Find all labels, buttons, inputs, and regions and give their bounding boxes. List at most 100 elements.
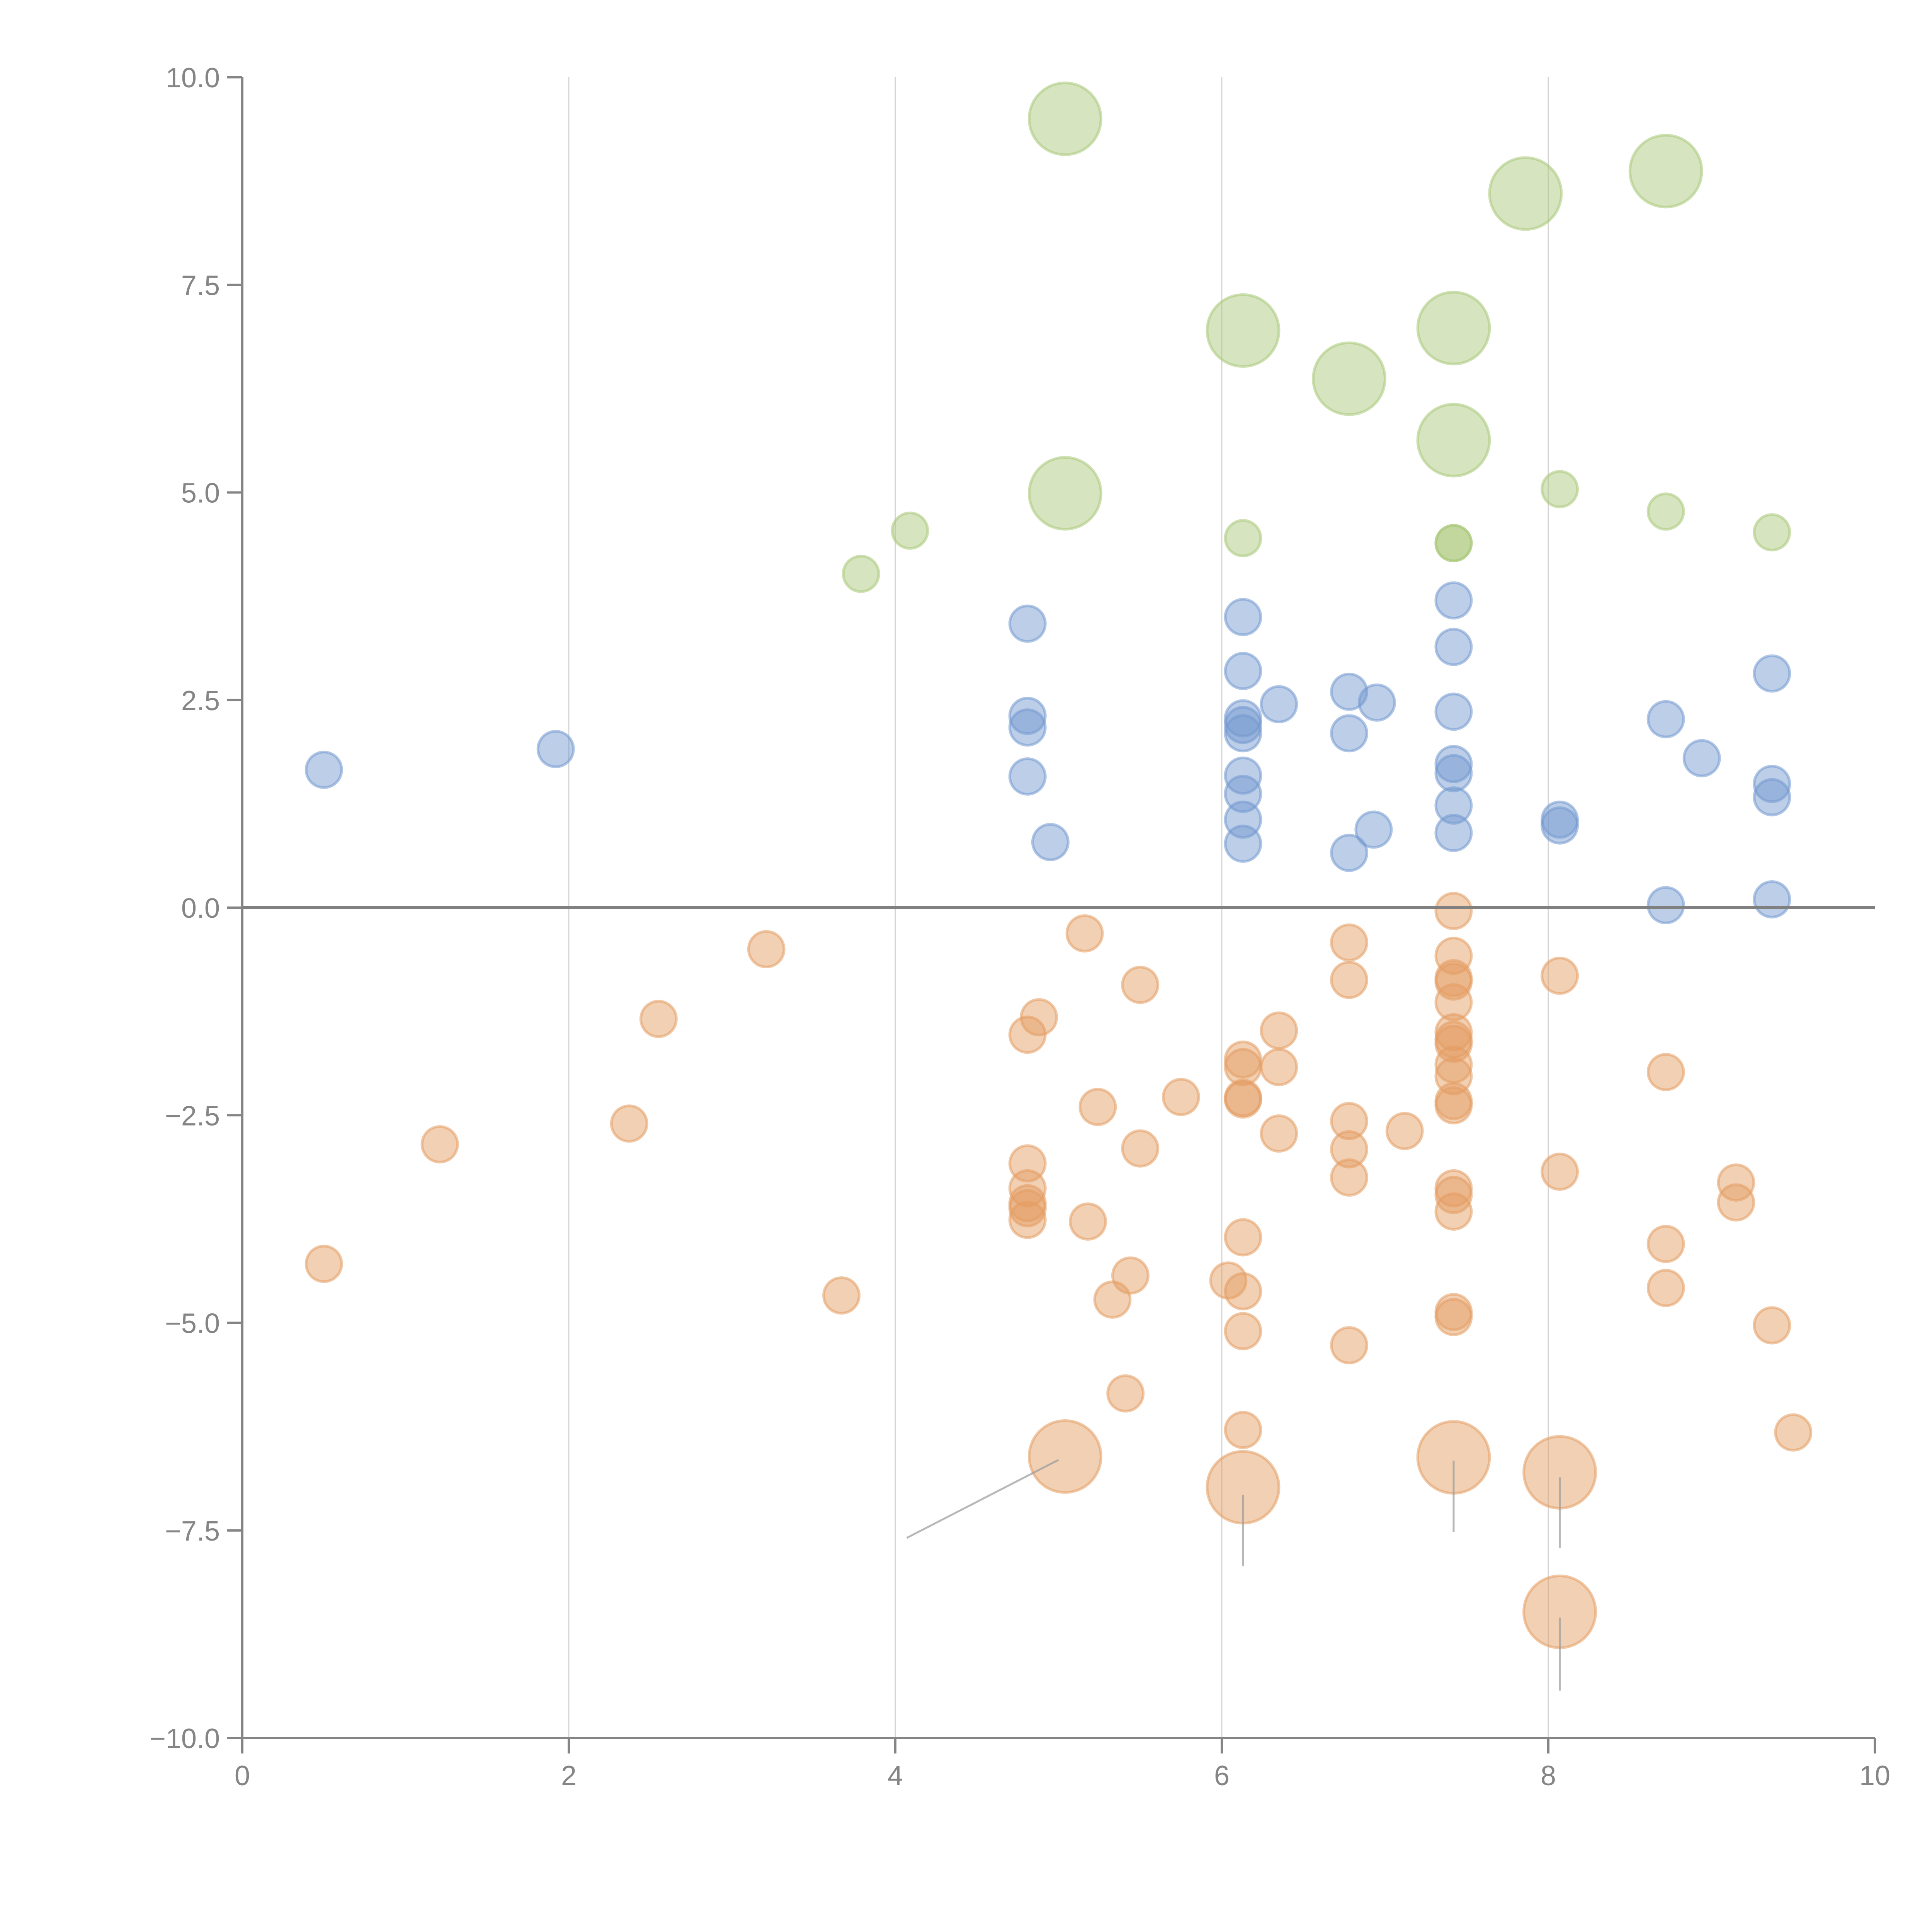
point-orange — [610, 1104, 648, 1143]
x-tick-label: 10 — [1859, 1760, 1890, 1791]
y-tick-label: −5.0 — [165, 1308, 220, 1339]
point-orange — [1330, 961, 1369, 999]
point-green — [1416, 291, 1491, 366]
point-orange — [1330, 923, 1369, 962]
point-green — [891, 511, 929, 550]
point-blue — [1434, 692, 1473, 731]
point-blue — [1357, 683, 1396, 722]
point-orange — [1224, 1312, 1262, 1350]
y-tick-label: −2.5 — [165, 1100, 220, 1131]
point-orange — [1717, 1163, 1755, 1202]
point-orange — [1434, 983, 1473, 1022]
point-orange — [639, 1000, 678, 1038]
y-tick-label: 0.0 — [181, 893, 220, 924]
point-orange — [822, 1276, 861, 1315]
point-orange — [1224, 1272, 1262, 1311]
point-blue — [1646, 886, 1685, 925]
point-orange — [1260, 1114, 1298, 1153]
point-orange — [1541, 1152, 1579, 1191]
x-tick-label: 6 — [1214, 1760, 1230, 1791]
point-orange — [1224, 1411, 1262, 1449]
point-green — [1224, 519, 1262, 558]
point-blue — [1434, 754, 1473, 793]
point-blue — [1753, 654, 1791, 693]
point-blue — [1434, 581, 1473, 620]
point-blue — [304, 750, 343, 789]
point-blue — [1434, 745, 1473, 783]
point-orange — [1106, 1374, 1145, 1413]
point-green — [1628, 134, 1703, 209]
point-blue — [1031, 823, 1070, 861]
point-orange — [1646, 1269, 1685, 1307]
point-blue — [1224, 714, 1262, 753]
point-green — [1488, 156, 1563, 231]
point-blue — [1008, 604, 1047, 643]
point-orange — [1121, 1129, 1160, 1168]
point-orange — [1260, 1048, 1298, 1087]
point-blue — [1224, 706, 1262, 744]
point-orange — [1646, 1053, 1685, 1092]
point-blue — [1008, 697, 1047, 735]
point-blue — [1434, 814, 1473, 852]
point-orange — [1078, 1088, 1117, 1126]
point-orange — [1330, 1158, 1369, 1197]
point-orange — [1434, 962, 1473, 1001]
point-blue — [1753, 765, 1791, 803]
y-tick-label: −10.0 — [150, 1723, 220, 1754]
point-blue — [1008, 708, 1047, 747]
axes — [227, 76, 1876, 1753]
point-orange — [1774, 1413, 1813, 1452]
point-orange — [1093, 1280, 1132, 1319]
point-orange — [420, 1125, 459, 1163]
point-green — [1646, 492, 1685, 531]
point-orange — [304, 1245, 343, 1283]
point-orange — [1434, 892, 1473, 930]
point-orange — [1027, 1419, 1102, 1494]
point-orange — [1434, 1024, 1473, 1063]
point-orange — [1008, 1201, 1047, 1239]
point-orange — [1717, 1183, 1755, 1222]
point-green — [1753, 513, 1791, 552]
point-blue — [1224, 652, 1262, 690]
point-blue — [1434, 786, 1473, 825]
point-green — [1416, 403, 1491, 478]
x-tick-label: 4 — [888, 1760, 903, 1791]
point-orange — [1330, 1130, 1369, 1168]
point-blue — [1224, 598, 1262, 636]
point-orange — [1121, 966, 1160, 1004]
point-blue — [1434, 628, 1473, 666]
point-blue — [1646, 700, 1685, 738]
point-orange — [1069, 1202, 1107, 1241]
point-orange — [1646, 1225, 1685, 1263]
y-tick-label: 7.5 — [181, 270, 220, 301]
point-green — [1027, 456, 1102, 531]
point-orange — [1224, 1080, 1262, 1119]
point-blue — [1354, 810, 1393, 849]
point-blue — [1682, 739, 1721, 777]
point-blue — [1260, 685, 1298, 723]
point-blue — [1008, 757, 1047, 796]
point-blue — [1753, 778, 1791, 816]
leader-line — [906, 1459, 1059, 1539]
point-orange — [1008, 1169, 1047, 1208]
point-orange — [1330, 1326, 1369, 1365]
point-orange — [1008, 1015, 1047, 1054]
x-tick-label: 2 — [561, 1760, 577, 1791]
y-tick-label: −7.5 — [165, 1516, 220, 1547]
point-green — [1206, 293, 1281, 368]
point-blue — [1224, 825, 1262, 863]
y-tick-label: 10.0 — [166, 63, 220, 94]
point-orange — [1065, 914, 1104, 953]
point-blue — [536, 730, 575, 769]
point-blue — [1330, 833, 1369, 872]
point-blue — [1330, 714, 1369, 753]
point-blue — [1753, 880, 1791, 919]
y-tick-label: 2.5 — [181, 685, 220, 716]
point-orange — [1434, 1192, 1473, 1231]
point-blue — [1541, 806, 1579, 845]
point-orange — [1260, 1011, 1298, 1050]
point-green — [1434, 524, 1473, 563]
data-points — [304, 81, 1813, 1649]
point-orange — [1434, 1298, 1473, 1336]
